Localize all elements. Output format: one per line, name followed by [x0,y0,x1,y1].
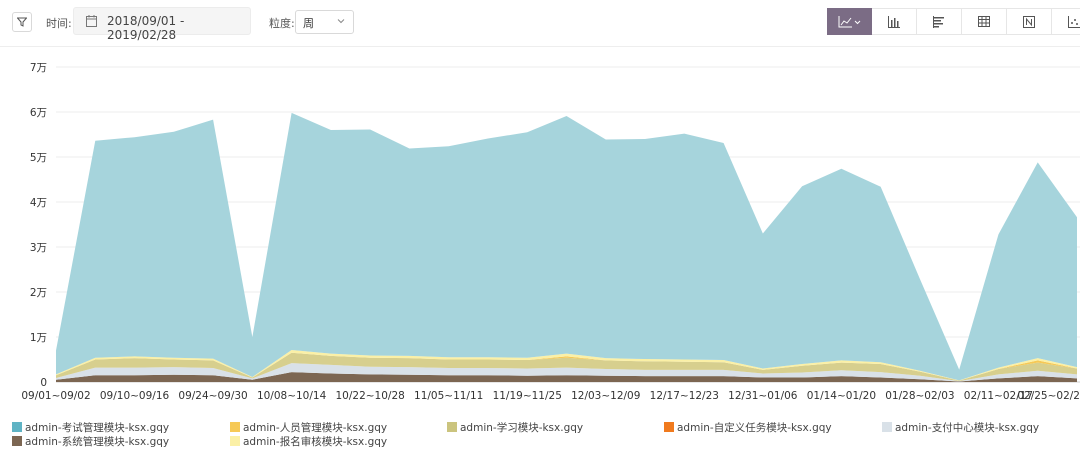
chart-type-switcher [827,8,1080,35]
x-tick-label: 11/19~11/25 [493,390,562,402]
table-view-button[interactable] [962,8,1007,35]
line-chart-icon [838,15,860,27]
x-tick-label: 12/31~01/06 [728,390,798,402]
x-tick-label: 12/03~12/09 [571,390,640,402]
legend-label: admin-系统管理模块-ksx.gqy [25,436,170,448]
table-icon [978,16,990,27]
horizontal-bar-view-button[interactable] [917,8,962,35]
chevron-down-icon [337,19,345,24]
x-tick-label: 02/11~02/17 [964,390,1033,402]
legend-swatch [230,422,240,432]
x-tick-label: 12/17~12/23 [650,390,719,402]
y-tick-label: 3万 [30,242,47,254]
area-series [56,112,1077,381]
calendar-icon [86,15,97,27]
granularity-label: 粒度: [269,17,295,30]
number-view-button[interactable] [1007,8,1052,35]
y-tick-label: 7万 [30,62,47,74]
area-series [56,352,1077,382]
legend-swatch [230,436,240,446]
y-tick-label: 4万 [30,197,47,209]
legend-label: admin-人员管理模块-ksx.gqy [243,422,388,434]
number-icon [1023,15,1035,28]
granularity-select[interactable]: 周 [295,10,354,34]
legend-item[interactable]: admin-考试管理模块-ksx.gqy [12,420,169,435]
y-tick-label: 6万 [30,107,47,119]
x-tick-label: 02/25~02/28 [1017,390,1080,402]
x-tick-label: 01/14~01/20 [807,390,876,402]
date-range-value: 2018/09/01 - 2019/02/28 [107,14,185,42]
legend-label: admin-考试管理模块-ksx.gqy [25,422,170,434]
x-tick-label: 09/10~09/16 [100,390,170,402]
legend-item[interactable]: admin-报名审核模块-ksx.gqy [230,434,387,449]
area-series [56,372,1077,382]
date-range-picker[interactable]: 2018/09/01 - 2019/02/28 [73,7,251,42]
y-tick-label: 5万 [30,152,47,164]
stacked-area-chart: 0 1万 2万 3万 4万 5万 6万 7万 09/01~09/02 09/10~09/16 09/… [21,62,1080,402]
x-tick-label: 01/28~02/03 [885,390,954,402]
bar-chart-view-button[interactable] [872,8,917,35]
granularity-value: 周 [303,17,314,30]
x-tick-label: 11/05~11/11 [414,390,483,402]
x-tick-label: 10/08~10/14 [257,390,327,402]
legend-swatch [12,436,22,446]
legend-item[interactable]: admin-自定义任务模块-ksx.gqy [664,420,832,435]
filter-icon [17,17,27,27]
y-tick-label: 2万 [30,287,47,299]
area-series [56,363,1077,382]
legend-swatch [12,422,22,432]
legend-label: admin-支付中心模块-ksx.gqy [895,422,1040,434]
y-tick-label: 0 [40,377,47,389]
legend-swatch [664,422,674,432]
bar-chart-icon [888,15,900,28]
legend-item[interactable]: admin-支付中心模块-ksx.gqy [882,420,1039,435]
legend-item[interactable]: admin-系统管理模块-ksx.gqy [12,434,169,449]
legend-label: admin-自定义任务模块-ksx.gqy [677,422,832,434]
filter-button[interactable] [12,12,32,32]
scatter-icon [1068,15,1080,28]
x-tick-label: 10/22~10/28 [335,390,404,402]
legend-item[interactable]: admin-人员管理模块-ksx.gqy [230,420,387,435]
x-tick-label: 09/24~09/30 [178,390,247,402]
legend-item[interactable]: admin-学习模块-ksx.gqy [447,420,583,435]
legend-swatch [447,422,457,432]
time-label: 时间: [46,17,72,30]
legend-swatch [882,422,892,432]
line-chart-view-button[interactable] [827,8,872,35]
x-tick-label: 09/01~09/02 [21,390,90,402]
scatter-view-button[interactable] [1052,8,1080,35]
chart-legend: admin-考试管理模块-ksx.gqy admin-人员管理模块-ksx.gqy… [0,418,1080,456]
y-tick-label: 1万 [30,332,47,344]
toolbar: 时间: 2018/09/01 - 2019/02/28 粒度: 周 [0,0,1080,47]
legend-label: admin-学习模块-ksx.gqy [460,422,584,434]
legend-label: admin-报名审核模块-ksx.gqy [243,436,388,448]
horizontal-bar-icon [933,15,944,28]
area-series [56,350,1077,381]
